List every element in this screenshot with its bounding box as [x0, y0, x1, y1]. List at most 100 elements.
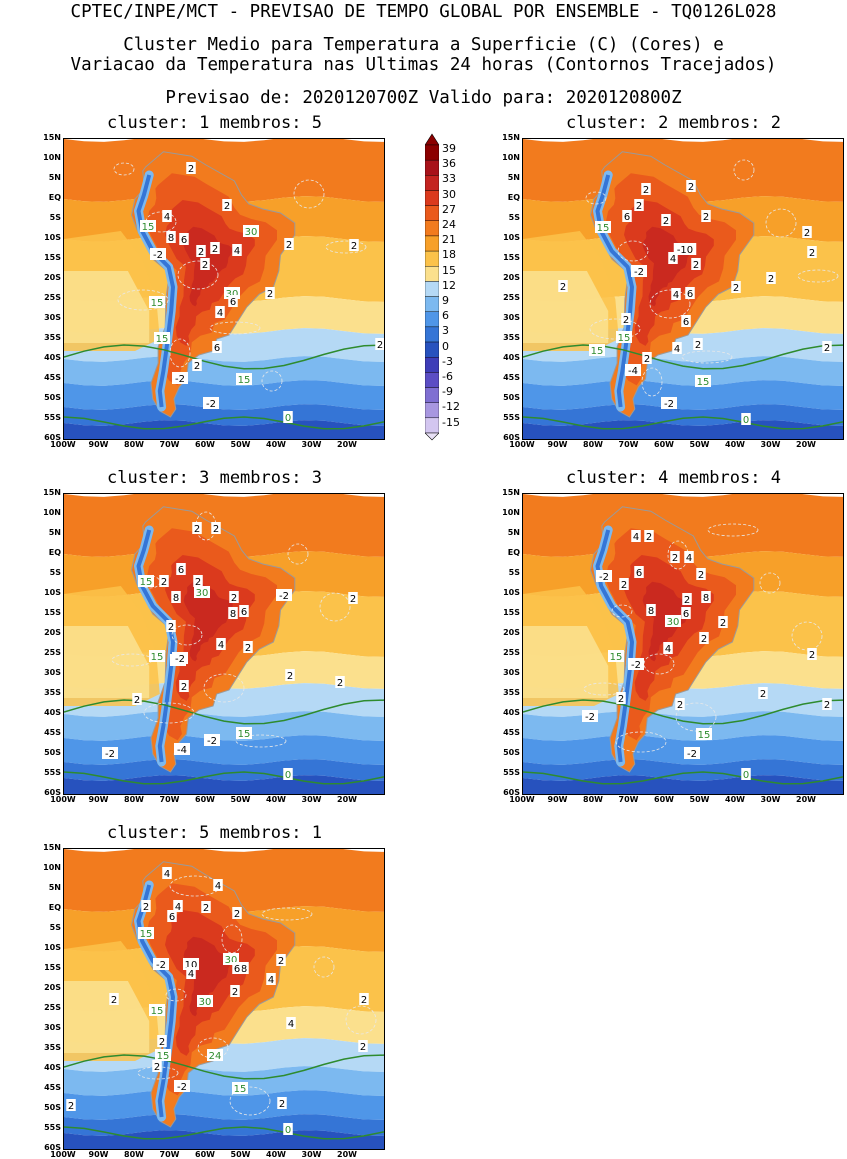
andes-core [595, 529, 634, 763]
contour-label-box [176, 563, 186, 575]
contour-label-box [741, 768, 751, 780]
contour-label-box [685, 287, 695, 299]
contour-label: -2 [279, 591, 289, 602]
colorbar-tick-label: -3 [442, 354, 453, 368]
contour-label-box [558, 280, 568, 292]
lon-tick-label: 30W [760, 440, 781, 449]
contour-label: 15 [140, 929, 153, 940]
contour-label-box [141, 900, 151, 912]
contour-label: 2 [672, 553, 678, 564]
temp-band [64, 356, 384, 386]
contour-label: 2 [181, 682, 187, 693]
contour-15 [523, 344, 843, 370]
contour-label-box [665, 615, 681, 627]
lon-tick-label: 50W [689, 440, 710, 449]
variation-contour [313, 956, 335, 978]
lon-tick-label: 80W [124, 440, 144, 449]
lon-tick-label: 20W [796, 795, 816, 804]
contour-label: 6 [624, 212, 630, 223]
lat-tick-label: 25S [503, 648, 520, 657]
colorbar-swatch [424, 357, 440, 373]
contour-label: -2 [664, 399, 674, 410]
contour-label-box [283, 1123, 293, 1135]
variation-contour [325, 240, 367, 254]
variation-contour [643, 653, 675, 675]
lon-tick-label: 100W [50, 1150, 76, 1159]
contour-label-box [138, 927, 154, 939]
contour-15 [64, 699, 384, 725]
contour-label-box [631, 530, 641, 542]
contour-label: 15 [151, 1006, 164, 1017]
lat-tick-label: 15N [43, 488, 61, 497]
contour-label: -4 [177, 745, 187, 756]
contour-label: -2 [599, 572, 609, 583]
lat-tick-label: 40S [44, 353, 61, 362]
lon-tick-label: 70W [159, 795, 180, 804]
variation-contour [197, 1037, 229, 1059]
contour-label-box [681, 315, 691, 327]
contour-label-box [200, 258, 210, 270]
colorbar-swatch [424, 266, 440, 282]
variation-contour [221, 924, 243, 954]
contour-label-box [236, 727, 252, 739]
contour-label: 2 [351, 241, 357, 252]
contour-label: 15 [597, 223, 610, 234]
contour-label-box [802, 226, 812, 238]
andes-core [136, 884, 175, 1118]
contour-label-box [266, 973, 276, 985]
contour-label-box [616, 692, 626, 704]
contour-label-box [192, 359, 202, 371]
contour-label-box [277, 1097, 287, 1109]
lon-tick-label: 40W [266, 440, 286, 449]
lon-tick-label: 90W [88, 1150, 109, 1159]
lat-tick-label: 15N [502, 133, 520, 142]
contour-label: 0 [285, 1125, 291, 1136]
contour-label: -2 [175, 654, 185, 665]
contour-label: 4 [673, 290, 679, 301]
contour-label-box [243, 641, 253, 653]
andes-core [136, 174, 175, 408]
lon-tick-label: 30W [301, 440, 322, 449]
contour-label-box [701, 591, 711, 603]
contour-label: 2 [111, 995, 117, 1006]
temp-band [64, 1090, 384, 1120]
contour-label-box [210, 242, 220, 254]
colorbar-swatch [424, 250, 440, 267]
colorbar-tick-label: 30 [442, 187, 456, 201]
contour-label-box [349, 239, 359, 251]
contour-label-box [284, 238, 294, 250]
contour-label-box [644, 530, 654, 542]
lat-tick-label: 5N [48, 528, 61, 537]
contour-label: 6 [683, 317, 689, 328]
lat-tick-label: 55S [503, 768, 520, 777]
lon-tick-label: 60W [654, 795, 674, 804]
variation-contour [345, 1005, 377, 1035]
contour-label: 2 [646, 532, 652, 543]
contour-label-box [171, 591, 181, 603]
contour-label-box [228, 295, 238, 307]
contour-label: 2 [234, 909, 240, 920]
contour-label: 2 [168, 622, 174, 633]
contour-label-box [663, 642, 673, 654]
colorbar-tick-label: 3 [442, 324, 449, 338]
lat-tick-label: 40S [44, 708, 61, 717]
panel-title-2: cluster: 2 membros: 2 [566, 113, 781, 133]
contour-label-box [283, 411, 293, 423]
contour-label: -2 [207, 736, 217, 747]
contour-label: 2 [245, 643, 251, 654]
contour-label-box [232, 962, 242, 974]
lat-tick-label: 10N [502, 508, 520, 517]
colorbar-swatch [424, 417, 440, 434]
contour-label-box [154, 332, 170, 344]
contour-label-box [807, 246, 817, 258]
contour-label-box [335, 676, 345, 688]
lon-tick-label: 50W [689, 795, 710, 804]
contour-label-box [192, 522, 202, 534]
colorbar-tick-label: 33 [442, 172, 456, 186]
contour-label-box [696, 728, 712, 740]
temp-band [523, 711, 843, 741]
contour-label: 6 [234, 964, 240, 975]
cool-ocean-region [523, 271, 609, 343]
contour-label-box [194, 586, 210, 598]
lat-tick-label: 35S [44, 688, 61, 697]
